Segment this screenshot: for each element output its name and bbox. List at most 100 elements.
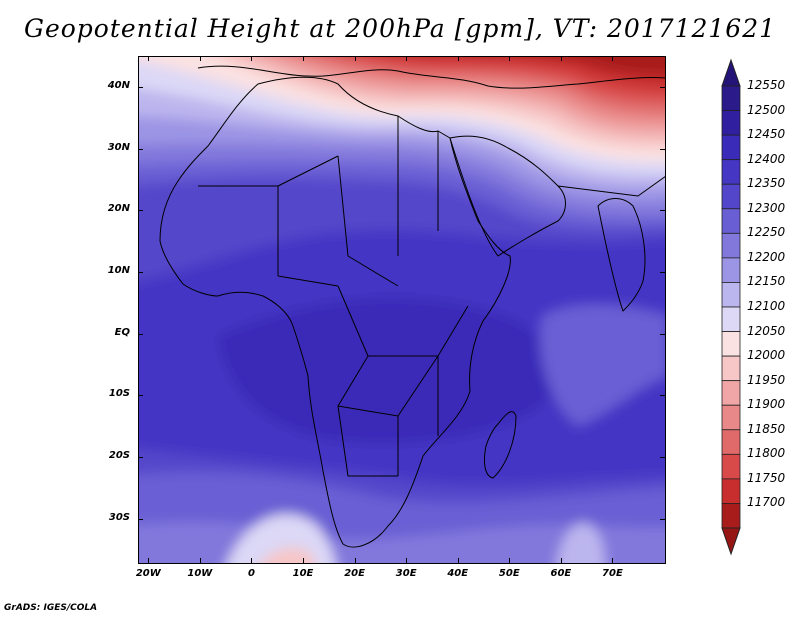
- lat-tick-label: 40N: [107, 79, 130, 91]
- colorbar-label: 11900: [747, 397, 786, 412]
- borders: [198, 116, 666, 477]
- colorbar-label: 12000: [747, 348, 786, 363]
- lat-tick-mark: [138, 333, 143, 335]
- lon-tick-mark: [148, 56, 150, 61]
- lat-tick-mark: [138, 210, 143, 212]
- colorbar-swatch: [721, 429, 741, 455]
- lon-tick-label: 50E: [498, 568, 520, 579]
- lat-tick-label: 30S: [108, 511, 130, 523]
- shaded-height-field: [138, 56, 666, 564]
- colorbar-label: 12050: [747, 323, 786, 338]
- lon-tick-label: 70E: [602, 568, 623, 579]
- lon-tick-label: 20W: [135, 568, 161, 579]
- colorbar-swatch: [721, 110, 741, 136]
- colorbar-swatch: [721, 478, 741, 504]
- colorbar-label: 12500: [747, 102, 786, 117]
- lon-tick-mark: [148, 558, 150, 563]
- colorbar-label: 11700: [747, 495, 786, 510]
- lat-tick-label: 30N: [107, 141, 130, 153]
- colorbar-label: 11950: [747, 372, 786, 387]
- lat-tick-mark: [138, 518, 143, 520]
- colorbar-label: 12200: [747, 249, 786, 264]
- colorbar-label: 11750: [747, 470, 786, 485]
- lat-tick-mark: [138, 457, 143, 459]
- colorbar-label: 12150: [747, 274, 786, 289]
- colorbar-swatch: [721, 331, 741, 357]
- lon-tick-mark: [303, 56, 305, 61]
- lat-tick-mark: [138, 86, 143, 88]
- lon-tick-mark: [560, 558, 562, 563]
- grads-credit: GrADS: IGES/COLA: [4, 603, 98, 613]
- lon-tick-label: 40E: [447, 568, 469, 579]
- lon-tick-mark: [406, 56, 408, 61]
- colorbar-label: 12550: [747, 78, 786, 92]
- colorbar-swatch: [721, 232, 741, 259]
- lon-tick-mark: [406, 558, 408, 563]
- lat-tick-label: 10S: [108, 388, 130, 400]
- map-frame: [138, 56, 666, 564]
- lon-tick-label: 10E: [292, 568, 314, 579]
- lon-tick-mark: [560, 56, 562, 61]
- colorbar-swatch: [721, 503, 741, 529]
- lat-tick-mark: [660, 86, 665, 88]
- colorbar-swatch: [721, 183, 741, 210]
- lon-tick-label: 30E: [395, 568, 417, 579]
- colorbar-label: 11800: [747, 446, 786, 461]
- lat-tick-label: 20N: [107, 203, 130, 215]
- colorbar-swatch: [721, 306, 741, 332]
- lat-tick-label: 20S: [108, 450, 130, 462]
- lat-tick-mark: [660, 457, 665, 459]
- colorbar-swatch: [721, 208, 741, 234]
- colorbar-swatch: [721, 404, 741, 431]
- madagascar-coastline: [484, 411, 517, 479]
- colorbar-swatch: [721, 257, 741, 283]
- colorbar-bottom-triangle: [721, 527, 741, 556]
- lat-tick-mark: [660, 395, 665, 397]
- colorbar-label: 11850: [747, 421, 786, 436]
- lat-tick-mark: [660, 148, 665, 150]
- lon-tick-label: 10W: [187, 568, 213, 579]
- colorbar-top-triangle: [721, 58, 741, 87]
- lon-tick-mark: [199, 558, 201, 563]
- colorbar-label: 12400: [747, 151, 786, 166]
- colorbar-swatch: [721, 85, 741, 111]
- india-coastline: [597, 198, 646, 312]
- map-title: Geopotential Height at 200hPa [gpm], VT:…: [23, 14, 777, 43]
- lat-tick-mark: [660, 271, 665, 273]
- colorbar-swatch: [721, 134, 741, 161]
- lon-tick-label: 0: [247, 568, 255, 579]
- colorbar-label: 12100: [747, 299, 786, 313]
- lon-tick-mark: [612, 56, 614, 61]
- lon-tick-mark: [251, 56, 253, 61]
- lon-tick-mark: [457, 558, 459, 563]
- lon-tick-mark: [509, 558, 511, 563]
- colorbar-label: 12300: [747, 200, 786, 215]
- arabia-coastline: [449, 135, 566, 257]
- colorbar-swatch: [721, 355, 741, 382]
- lon-tick-mark: [251, 558, 253, 563]
- lat-tick-mark: [138, 148, 143, 150]
- lat-tick-label: 10N: [107, 264, 130, 276]
- colorbar-swatch: [721, 159, 741, 185]
- lon-tick-mark: [612, 558, 614, 563]
- lon-tick-mark: [457, 56, 459, 61]
- lon-tick-label: 60E: [550, 568, 572, 579]
- colorbar-label: 12450: [747, 127, 786, 142]
- lon-tick-label: 20E: [344, 568, 365, 579]
- africa-coastline: [159, 76, 511, 548]
- lat-tick-mark: [138, 395, 143, 397]
- lon-tick-mark: [354, 56, 356, 61]
- lat-tick-mark: [660, 518, 665, 520]
- colorbar-swatch: [721, 380, 741, 406]
- lat-tick-mark: [138, 271, 143, 273]
- lat-tick-mark: [660, 333, 665, 335]
- colorbar-swatch: [721, 282, 741, 308]
- lon-tick-mark: [199, 56, 201, 61]
- lat-tick-mark: [660, 210, 665, 212]
- colorbar-label: 12250: [747, 225, 786, 240]
- coastlines: [159, 65, 666, 548]
- height-field-map: [138, 56, 666, 564]
- lat-tick-label: EQ: [114, 326, 130, 338]
- europe-coast: [197, 65, 666, 89]
